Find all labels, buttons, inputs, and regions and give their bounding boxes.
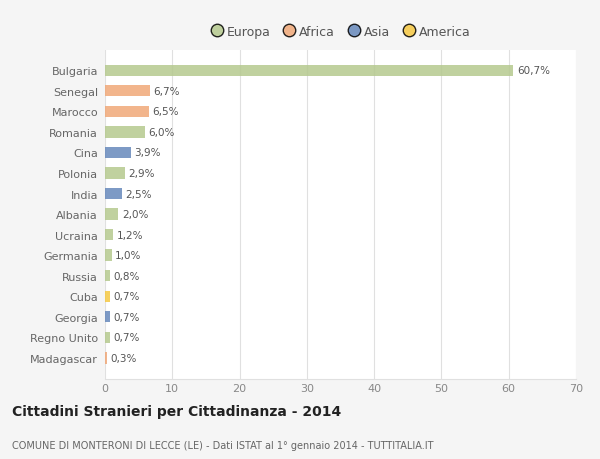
Text: 0,7%: 0,7% bbox=[113, 291, 139, 302]
Text: 6,7%: 6,7% bbox=[154, 87, 180, 96]
Bar bbox=[105, 291, 110, 302]
Text: 0,7%: 0,7% bbox=[113, 333, 139, 342]
Text: 1,0%: 1,0% bbox=[115, 251, 142, 261]
Bar bbox=[105, 209, 118, 220]
Text: COMUNE DI MONTERONI DI LECCE (LE) - Dati ISTAT al 1° gennaio 2014 - TUTTITALIA.I: COMUNE DI MONTERONI DI LECCE (LE) - Dati… bbox=[12, 440, 433, 450]
Text: 2,0%: 2,0% bbox=[122, 210, 148, 219]
Text: 2,5%: 2,5% bbox=[125, 189, 152, 199]
Text: 6,0%: 6,0% bbox=[149, 128, 175, 138]
Text: 6,5%: 6,5% bbox=[152, 107, 179, 117]
Text: 0,7%: 0,7% bbox=[113, 312, 139, 322]
Bar bbox=[105, 250, 112, 261]
Bar bbox=[105, 189, 122, 200]
Bar bbox=[105, 230, 113, 241]
Bar bbox=[105, 353, 107, 364]
Bar bbox=[105, 332, 110, 343]
Text: 0,3%: 0,3% bbox=[110, 353, 137, 363]
Text: 2,9%: 2,9% bbox=[128, 168, 154, 179]
Bar bbox=[105, 127, 145, 138]
Text: 3,9%: 3,9% bbox=[134, 148, 161, 158]
Text: Cittadini Stranieri per Cittadinanza - 2014: Cittadini Stranieri per Cittadinanza - 2… bbox=[12, 404, 341, 418]
Bar bbox=[105, 147, 131, 159]
Bar bbox=[105, 312, 110, 323]
Bar bbox=[105, 106, 149, 118]
Bar bbox=[105, 86, 150, 97]
Text: 1,2%: 1,2% bbox=[116, 230, 143, 240]
Bar bbox=[105, 65, 514, 77]
Legend: Europa, Africa, Asia, America: Europa, Africa, Asia, America bbox=[205, 21, 476, 44]
Text: 60,7%: 60,7% bbox=[517, 66, 550, 76]
Bar bbox=[105, 168, 125, 179]
Bar bbox=[105, 270, 110, 282]
Text: 0,8%: 0,8% bbox=[114, 271, 140, 281]
